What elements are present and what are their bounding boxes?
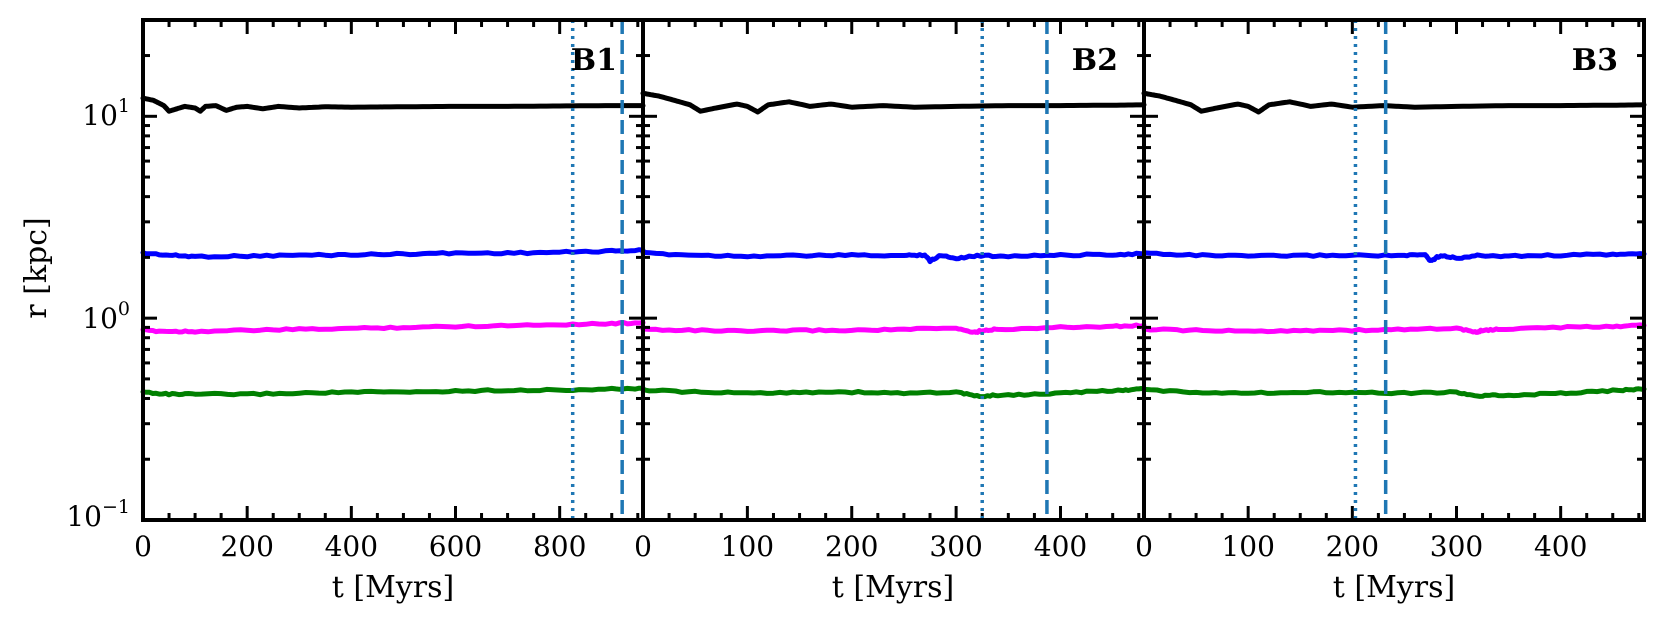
- x-tick-label: 300: [1430, 530, 1483, 563]
- x-tick-label: 800: [533, 530, 586, 563]
- x-tick-label: 0: [634, 530, 652, 563]
- x-axis-title: t [Myrs]: [1333, 570, 1455, 605]
- series-line-r-3: [640, 322, 1147, 335]
- x-tick-labels: 0 200 400 600 800: [134, 530, 586, 563]
- x-tick-label: 600: [429, 530, 482, 563]
- series-line-r-outer: [640, 90, 1147, 115]
- x-tick-label: 400: [1034, 530, 1087, 563]
- y-axis-title: r [kpc]: [19, 217, 54, 318]
- x-tick-label: 100: [1221, 530, 1274, 563]
- series-line-r-2: [140, 247, 646, 260]
- series-line-r-4: [140, 385, 646, 398]
- panel-label: B1: [571, 43, 617, 78]
- series-line-r-3: [140, 320, 646, 335]
- series-line-r-outer: [1141, 90, 1647, 115]
- x-tick-label: 200: [220, 530, 273, 563]
- x-tick-label: 200: [1326, 530, 1379, 563]
- x-tick-label: 100: [721, 530, 774, 563]
- series-line-r-2: [640, 249, 1147, 265]
- x-tick-label: 300: [929, 530, 982, 563]
- panel-b1: B1 0 200 400 600 800 t [Myrs]: [134, 18, 646, 605]
- x-tick-label: 0: [1135, 530, 1153, 563]
- x-axis-title: t [Myrs]: [332, 570, 454, 605]
- panel-b3: B3 0 100 200 300 400 t [Myrs]: [1135, 18, 1647, 605]
- series-line-r-2: [1141, 250, 1647, 263]
- series-line-r-3: [1141, 322, 1647, 335]
- panel-frame: [1142, 18, 1646, 522]
- series-layer: [640, 90, 1147, 400]
- x-tick-labels: 0 100 200 300 400: [634, 530, 1087, 563]
- y-tick-base: 10: [66, 500, 102, 533]
- x-tick-label: 400: [325, 530, 378, 563]
- event-lines: [980, 20, 1049, 520]
- y-tick-base: 10: [82, 302, 118, 335]
- y-tick-label-bottom: 10−1: [66, 496, 130, 533]
- panel-label: B2: [1072, 43, 1118, 78]
- x-tick-label: 0: [134, 530, 152, 563]
- y-tick-label-top: 101: [82, 95, 130, 132]
- x-axis-title: t [Myrs]: [832, 570, 954, 605]
- y-tick-base: 10: [82, 99, 118, 132]
- event-lines: [570, 20, 624, 520]
- series-line-r-4: [640, 386, 1147, 400]
- panel-label: B3: [1572, 43, 1618, 78]
- series-line-r-4: [1141, 386, 1647, 399]
- event-lines: [1353, 20, 1388, 520]
- series-line-r-outer: [140, 95, 646, 114]
- y-tick-exponent: 0: [118, 298, 130, 320]
- x-tick-labels: 0 100 200 300 400: [1135, 530, 1587, 563]
- y-tick-exponent: 1: [118, 95, 130, 117]
- series-layer: [140, 95, 646, 398]
- series-layer: [1141, 90, 1647, 399]
- x-tick-label: 400: [1534, 530, 1587, 563]
- x-tick-label: 200: [825, 530, 878, 563]
- y-tick-exponent: −1: [102, 496, 130, 518]
- y-tick-label-middle: 100: [82, 298, 130, 335]
